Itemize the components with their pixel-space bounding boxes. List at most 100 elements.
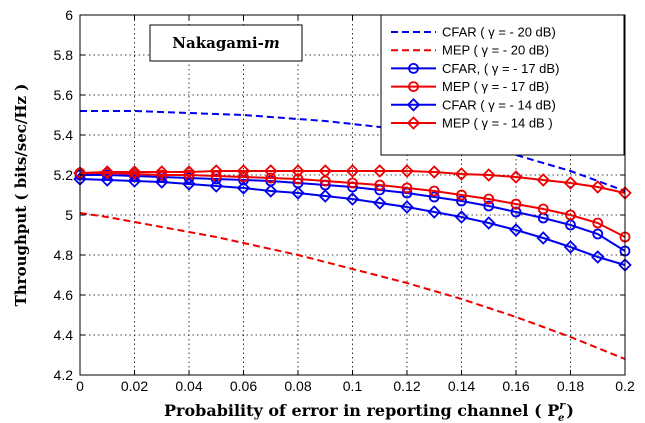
legend-marker-diamond (406, 98, 421, 112)
data-point-diamond (563, 176, 578, 190)
series-6 (73, 164, 632, 200)
legend-entry: MEP ( γ = - 14 dB ) (391, 116, 553, 131)
data-point-circle (428, 185, 440, 197)
data-point-circle (265, 172, 277, 184)
data-point-circle (483, 193, 495, 205)
data-point-diamond (154, 175, 169, 189)
legend-marker-circle (408, 63, 419, 74)
series-line (79, 170, 626, 194)
annotation-italic: m (264, 34, 280, 52)
legend-marker-diamond (406, 116, 421, 130)
legend-entry: MEP ( γ = - 20 dB) (391, 43, 549, 58)
y-tick-label: 5.2 (54, 167, 74, 183)
data-point-diamond (536, 231, 551, 245)
x-tick-label: 0.02 (121, 378, 148, 394)
data-point-diamond (345, 192, 360, 206)
data-point-circle (347, 177, 358, 189)
data-point-circle (428, 191, 440, 203)
x-tick-label: 0.18 (557, 378, 584, 394)
legend-label: MEP ( γ = - 14 dB ) (442, 116, 553, 131)
y-tick-label: 5.6 (54, 87, 74, 103)
annotation-main: Nakagami- (172, 34, 264, 52)
data-point-circle (183, 172, 195, 184)
data-point-circle (565, 209, 576, 221)
series-line (80, 110, 626, 192)
series-layer (73, 110, 632, 360)
y-tick-label: 5.4 (54, 127, 74, 143)
legend-label: CFAR ( γ = - 14 dB) (442, 97, 556, 112)
data-point-diamond (182, 177, 196, 191)
data-point-diamond (182, 165, 196, 179)
legend-label: MEP ( γ = - 17 dB) (442, 79, 549, 94)
data-point-circle (510, 198, 522, 210)
data-point-circle (374, 179, 386, 191)
data-point-circle (292, 173, 304, 185)
data-point-diamond (400, 164, 414, 178)
data-point-diamond (100, 165, 115, 179)
y-tick-label: 5.8 (54, 47, 74, 63)
x-tick-label: 0.12 (393, 378, 420, 394)
x-tick-label: 0.14 (448, 378, 475, 394)
data-point-diamond (454, 167, 469, 181)
data-point-diamond (263, 164, 278, 178)
data-point-circle (210, 173, 222, 185)
data-point-circle (510, 206, 522, 218)
data-point-diamond (291, 186, 305, 200)
data-point-diamond (590, 250, 605, 264)
x-axis-label-main: Probability of error in reporting channe… (164, 401, 559, 420)
data-point-diamond (509, 170, 523, 184)
data-point-diamond (427, 165, 442, 179)
legend-label: CFAR, ( γ = - 17 dB) (442, 61, 559, 76)
legend-entry: CFAR ( γ = - 20 dB) (391, 25, 556, 40)
series-5 (73, 172, 632, 272)
data-point-circle (592, 217, 604, 229)
data-point-circle (592, 228, 604, 240)
legend-frame (380, 14, 625, 156)
data-point-diamond (127, 165, 142, 179)
data-point-diamond (263, 184, 278, 198)
data-point-diamond (536, 173, 551, 187)
data-point-circle (401, 182, 413, 194)
x-tick-label: 0 (76, 378, 84, 394)
series-line (79, 212, 626, 360)
x-axis-label-sup: r (559, 399, 566, 412)
data-point-diamond (127, 174, 142, 188)
legend: CFAR ( γ = - 20 dB) MEP ( γ = - 20 dB) CFA… (380, 14, 625, 156)
legend-entry: MEP ( γ = - 17 dB) (391, 79, 549, 94)
x-tick-label: 0.1 (343, 378, 363, 394)
data-point-diamond (454, 210, 469, 224)
x-tick-label: 0.2 (615, 378, 635, 394)
legend-label: MEP ( γ = - 20 dB) (442, 43, 549, 58)
x-tick-label: 0.04 (175, 378, 202, 394)
x-tick-label: 0.06 (230, 378, 257, 394)
series-1 (80, 110, 626, 192)
data-point-diamond (400, 200, 414, 214)
data-point-diamond (236, 164, 251, 178)
y-tick-label: 4.4 (54, 327, 74, 343)
data-point-diamond (372, 164, 387, 178)
data-point-diamond (318, 189, 333, 203)
data-point-diamond (236, 181, 251, 195)
data-point-circle (537, 203, 549, 215)
data-point-diamond (345, 164, 360, 178)
x-axis-label: Probability of error in reporting channe… (164, 399, 574, 423)
data-point-diamond (100, 173, 115, 187)
data-point-diamond (427, 205, 442, 219)
x-tick-label: 0.08 (284, 378, 311, 394)
y-tick-label: 5 (65, 207, 73, 223)
y-tick-label: 4.8 (54, 247, 74, 263)
data-point-diamond (154, 165, 169, 179)
data-point-circle (456, 189, 467, 201)
data-point-diamond (563, 240, 578, 254)
y-tick-label: 6 (65, 7, 73, 23)
data-point-diamond (291, 164, 305, 178)
data-point-circle (565, 219, 576, 231)
legend-entry: CFAR ( γ = - 14 dB) (391, 97, 556, 112)
data-point-diamond (209, 179, 224, 193)
series-line (80, 172, 626, 238)
y-tick-label: 4.2 (54, 367, 74, 383)
data-point-diamond (372, 196, 387, 210)
legend-marker-circle (408, 81, 419, 92)
series-line (79, 178, 626, 266)
